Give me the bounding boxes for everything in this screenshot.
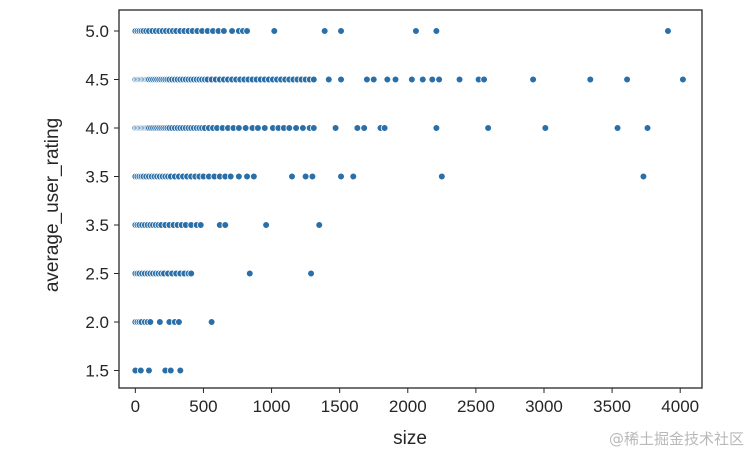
x-tick-label: 3000: [525, 397, 563, 416]
data-point: [288, 172, 296, 181]
x-tick-label: 2000: [389, 397, 427, 416]
data-point: [391, 75, 400, 84]
data-point: [145, 366, 153, 375]
y-tick-label: 4.5: [85, 71, 109, 90]
data-point: [484, 124, 492, 132]
data-point: [175, 318, 183, 326]
data-point: [529, 75, 537, 84]
data-point: [245, 269, 254, 278]
data-point: [220, 27, 228, 35]
data-point: [243, 172, 251, 181]
data-point: [207, 318, 216, 326]
data-point: [136, 366, 145, 375]
y-axis-label: average_user_rating: [42, 118, 63, 292]
data-point: [360, 124, 368, 132]
y-tick-label: 3.5: [85, 216, 109, 235]
data-point: [241, 124, 250, 132]
y-tick-label: 3.5: [85, 168, 109, 187]
data-point: [235, 124, 243, 132]
data-point: [315, 221, 324, 229]
data-point: [369, 75, 378, 84]
data-point: [292, 124, 300, 132]
data-point: [320, 27, 329, 35]
data-point: [428, 75, 437, 84]
x-tick-label: 1000: [253, 397, 291, 416]
data-point: [664, 27, 672, 35]
points-layer: [131, 27, 687, 375]
data-point: [243, 27, 251, 35]
x-axis-label: size: [393, 428, 427, 449]
data-point: [299, 124, 307, 132]
data-point: [643, 124, 652, 132]
data-point: [331, 124, 340, 132]
data-point: [262, 221, 270, 229]
data-point: [309, 124, 318, 132]
data-point: [438, 172, 446, 181]
data-point: [613, 124, 622, 132]
y-tick-label: 4.0: [85, 119, 109, 138]
data-point: [260, 124, 269, 132]
x-tick-label: 4000: [661, 397, 699, 416]
data-point: [307, 269, 315, 278]
data-point: [221, 221, 230, 229]
data-point: [383, 75, 392, 84]
data-point: [301, 172, 310, 181]
data-point: [541, 124, 550, 132]
x-tick-label: 0: [131, 397, 140, 416]
y-tick-label: 1.5: [85, 362, 109, 381]
plot-frame: [118, 9, 703, 389]
data-point: [480, 75, 488, 84]
data-point: [176, 366, 185, 375]
data-point: [309, 75, 318, 84]
x-tick-label: 3500: [593, 397, 631, 416]
data-point: [412, 27, 420, 35]
data-point: [308, 172, 317, 181]
data-point: [432, 124, 441, 132]
y-tick-label: 2.0: [85, 313, 109, 332]
data-point: [235, 172, 243, 181]
x-tick-label: 2500: [457, 397, 495, 416]
y-tick-label: 5.0: [85, 22, 109, 41]
y-ticks: 5.0 4.5 4.0 3.5 3.5 2.5 2.0 1.5: [85, 22, 119, 381]
data-point: [623, 75, 631, 84]
data-point: [146, 318, 155, 326]
data-point: [353, 124, 362, 132]
data-point: [586, 75, 595, 84]
data-point: [226, 172, 235, 181]
data-point: [324, 75, 333, 84]
x-tick-label: 1500: [321, 397, 359, 416]
watermark: @稀土掘金技术社区: [608, 430, 744, 448]
data-point: [250, 172, 258, 181]
data-point: [228, 27, 236, 35]
data-point: [455, 75, 464, 84]
x-tick-label: 500: [189, 397, 217, 416]
x-ticks: 0 500 1000 1500 2000 2500 3000 3500 4000: [131, 388, 699, 416]
data-point: [187, 269, 195, 278]
data-point: [363, 75, 371, 84]
data-point: [337, 75, 345, 84]
data-point: [418, 75, 427, 84]
data-point: [285, 124, 294, 132]
data-point: [432, 27, 441, 35]
data-point: [196, 221, 205, 229]
data-point: [349, 172, 358, 181]
y-tick-label: 2.5: [85, 265, 109, 284]
data-point: [156, 318, 164, 326]
data-point: [254, 124, 262, 132]
data-point: [435, 75, 443, 84]
data-point: [679, 75, 687, 84]
data-point: [166, 366, 175, 375]
data-point: [270, 27, 279, 35]
data-point: [337, 27, 345, 35]
data-point: [337, 172, 345, 181]
data-point: [408, 75, 416, 84]
data-point: [380, 124, 389, 132]
data-point: [639, 172, 648, 181]
